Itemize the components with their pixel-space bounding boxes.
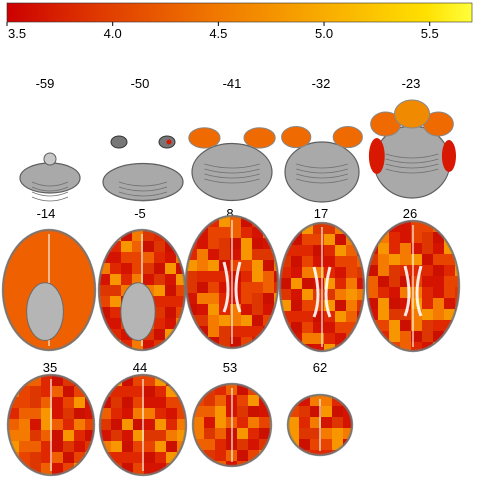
brain-slice: 62 — [286, 360, 354, 457]
slice-grid: -59 -50 -41 -32 -23 -14 -5 8 17 26 35 44 53 62 — [1, 76, 461, 477]
brainstem-region — [120, 282, 156, 341]
brain-slice: -5 — [97, 206, 187, 352]
colorbar: 3.5 4.0 4.5 5.0 5.5 — [6, 2, 473, 41]
slice-z-label: 35 — [43, 360, 57, 375]
ventricle — [312, 266, 332, 318]
slice-z-label: 17 — [314, 206, 328, 221]
brain-slice: -32 — [281, 76, 363, 203]
slice-z-label: 26 — [403, 206, 417, 221]
brain-slice: 35 — [6, 360, 96, 477]
brain-slice: -41 — [188, 76, 276, 202]
brain-slice: 26 — [365, 206, 461, 353]
activation-overlay — [193, 384, 271, 466]
brain-slice: -59 — [19, 76, 81, 202]
ventricle — [403, 265, 423, 317]
colorbar-tick-label: 4.5 — [209, 26, 227, 41]
slice-z-label: 44 — [133, 360, 147, 375]
ventricle — [222, 261, 242, 313]
colorbar-ticks: 3.5 4.0 4.5 5.0 5.5 — [6, 22, 439, 41]
activation-blob — [281, 126, 312, 149]
activation-blob — [393, 99, 431, 129]
slice-z-label: -32 — [312, 76, 331, 91]
colorbar-tick-label: 5.5 — [421, 26, 439, 41]
cerebellum — [284, 141, 360, 203]
brain-slice: 17 — [278, 206, 366, 353]
cerebellum — [102, 162, 184, 202]
slice-z-label: -50 — [131, 76, 150, 91]
brain-slice: -23 — [368, 76, 456, 199]
slice-z-label: 62 — [313, 360, 327, 375]
slice-z-label: -23 — [402, 76, 421, 91]
activation-blob — [243, 127, 276, 149]
slice-z-label: -5 — [134, 206, 146, 221]
activation-blob — [332, 126, 363, 149]
cerebellum — [19, 162, 81, 194]
colorbar-gradient — [6, 2, 473, 23]
activation-blob — [441, 140, 456, 172]
colorbar-tick-label: 4.0 — [104, 26, 122, 41]
slice-z-label: -59 — [36, 76, 55, 91]
brain-slice: 8 — [184, 206, 280, 350]
activation-blob — [368, 138, 385, 174]
brainstem-region — [26, 282, 64, 341]
brain-slice: -50 — [102, 76, 184, 202]
slice-z-label: 53 — [223, 360, 237, 375]
slice-z-label: 8 — [226, 206, 233, 221]
brain-slice: 53 — [191, 360, 273, 468]
colorbar-tick-label: 3.5 — [8, 26, 26, 41]
slice-z-label: -41 — [223, 76, 242, 91]
colorbar-tick-label: 5.0 — [315, 26, 333, 41]
slice-z-label: -14 — [37, 206, 56, 221]
cerebellum — [373, 125, 451, 199]
activation-blob — [188, 127, 221, 149]
brain-slice: -14 — [1, 206, 97, 352]
brainstem — [43, 152, 57, 166]
cerebellum — [191, 142, 273, 202]
brain-slice: 44 — [98, 360, 188, 477]
temporal-pole — [110, 135, 128, 149]
